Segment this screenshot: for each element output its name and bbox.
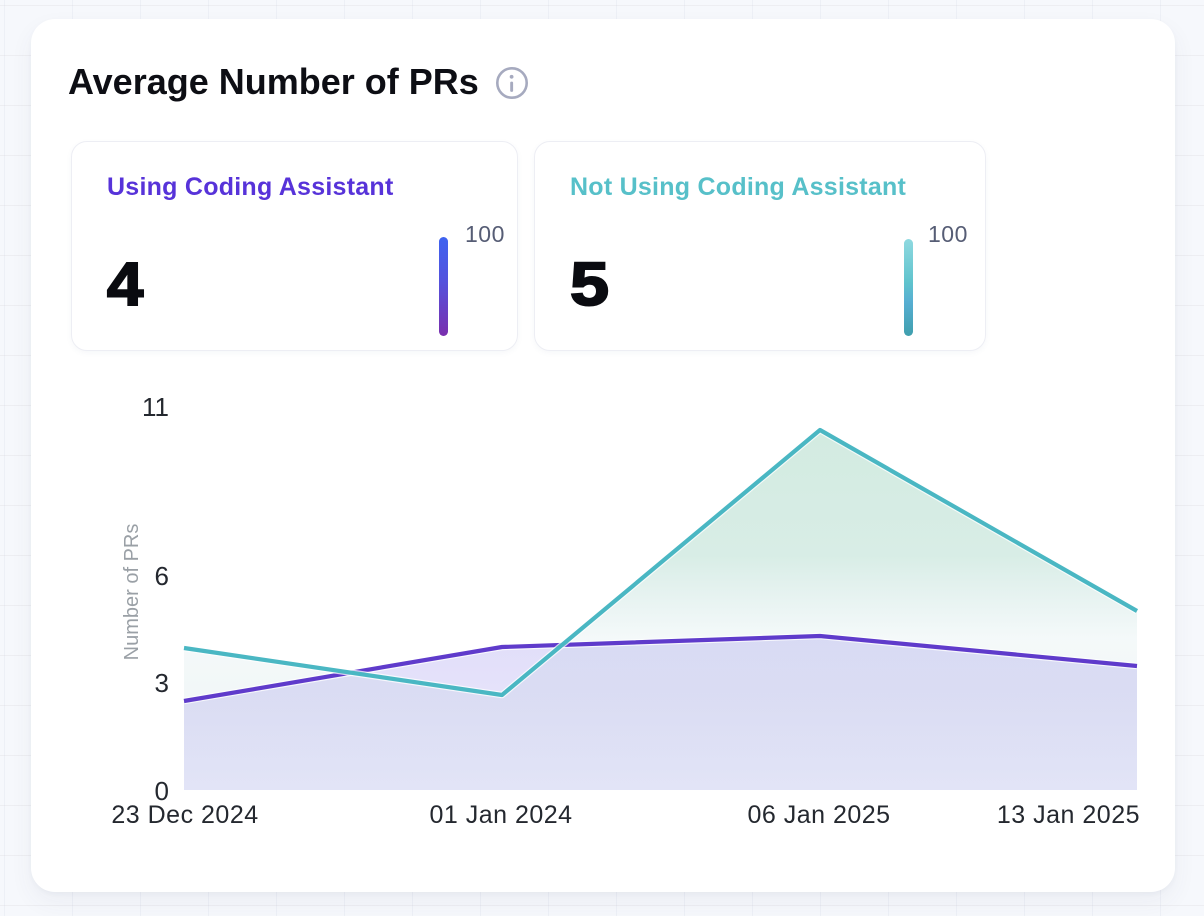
svg-text:Number of PRs: Number of PRs bbox=[121, 524, 143, 661]
svg-text:01 Jan 2024: 01 Jan 2024 bbox=[429, 801, 572, 829]
svg-text:0: 0 bbox=[155, 776, 169, 806]
svg-text:11: 11 bbox=[142, 392, 169, 422]
svg-text:06 Jan 2025: 06 Jan 2025 bbox=[747, 801, 890, 829]
svg-text:13 Jan 2025: 13 Jan 2025 bbox=[997, 801, 1140, 829]
svg-text:6: 6 bbox=[155, 561, 169, 591]
svg-text:23 Dec 2024: 23 Dec 2024 bbox=[111, 801, 258, 829]
svg-text:3: 3 bbox=[155, 668, 169, 698]
